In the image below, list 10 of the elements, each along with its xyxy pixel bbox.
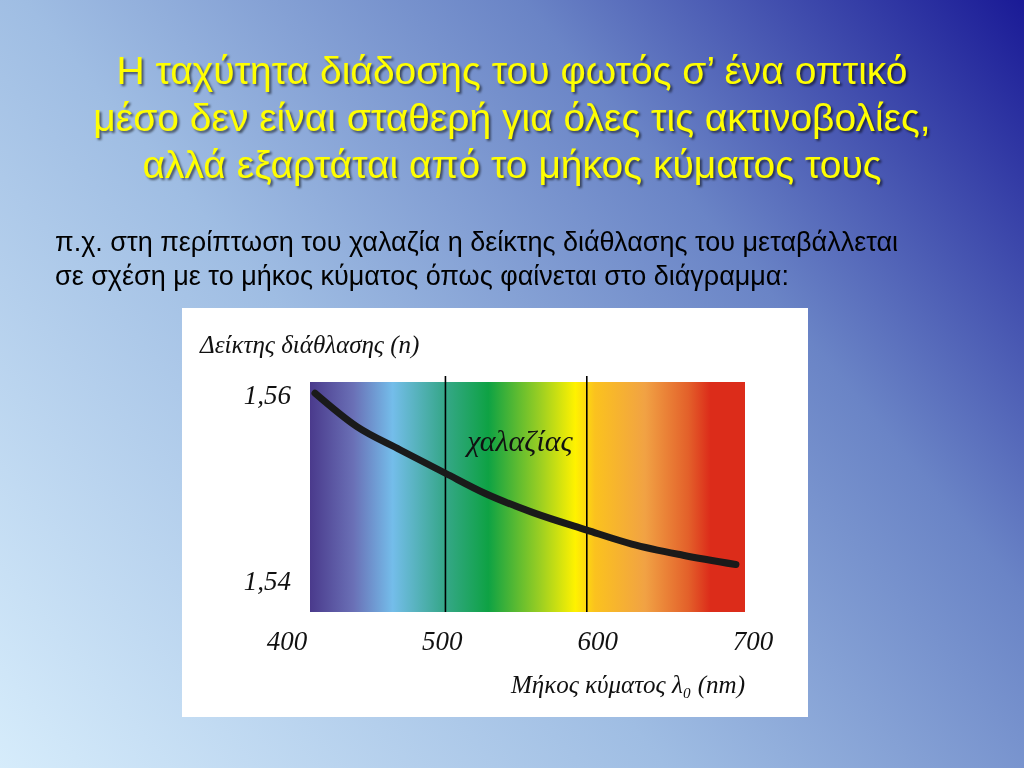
y-axis-title: Δείκτης διάθλασης (n) (199, 331, 420, 359)
chart-title: Η ταχύτητα διάδοσης του φωτός σ’ ένα οπτικό μέσο δεν είναι σταθερή για όλες τις ακτινοβολίες, αλλά εξαρτάται από το μήκος κύματος τους (93, 49, 931, 186)
x-tick-label: 500 (422, 626, 464, 656)
x-tick-label: 400 (266, 626, 308, 656)
x-tick-label: 700 (732, 626, 774, 656)
x-tick-label: 600 (577, 626, 619, 656)
y-tick-label: 1,56 (243, 379, 292, 410)
y-tick-label: 1,54 (243, 565, 291, 596)
chart-subtitle: π.χ. στη περίπτωση του χαλαζία η δείκτης διάθλασης του μεταβάλλεται σε σχέση με το μήκος κύματος όπως φαίνεται στο διάγραμμα: (55, 227, 899, 291)
x-axis-title: Μήκος κύματος λ₀ (nm) (509, 671, 745, 699)
